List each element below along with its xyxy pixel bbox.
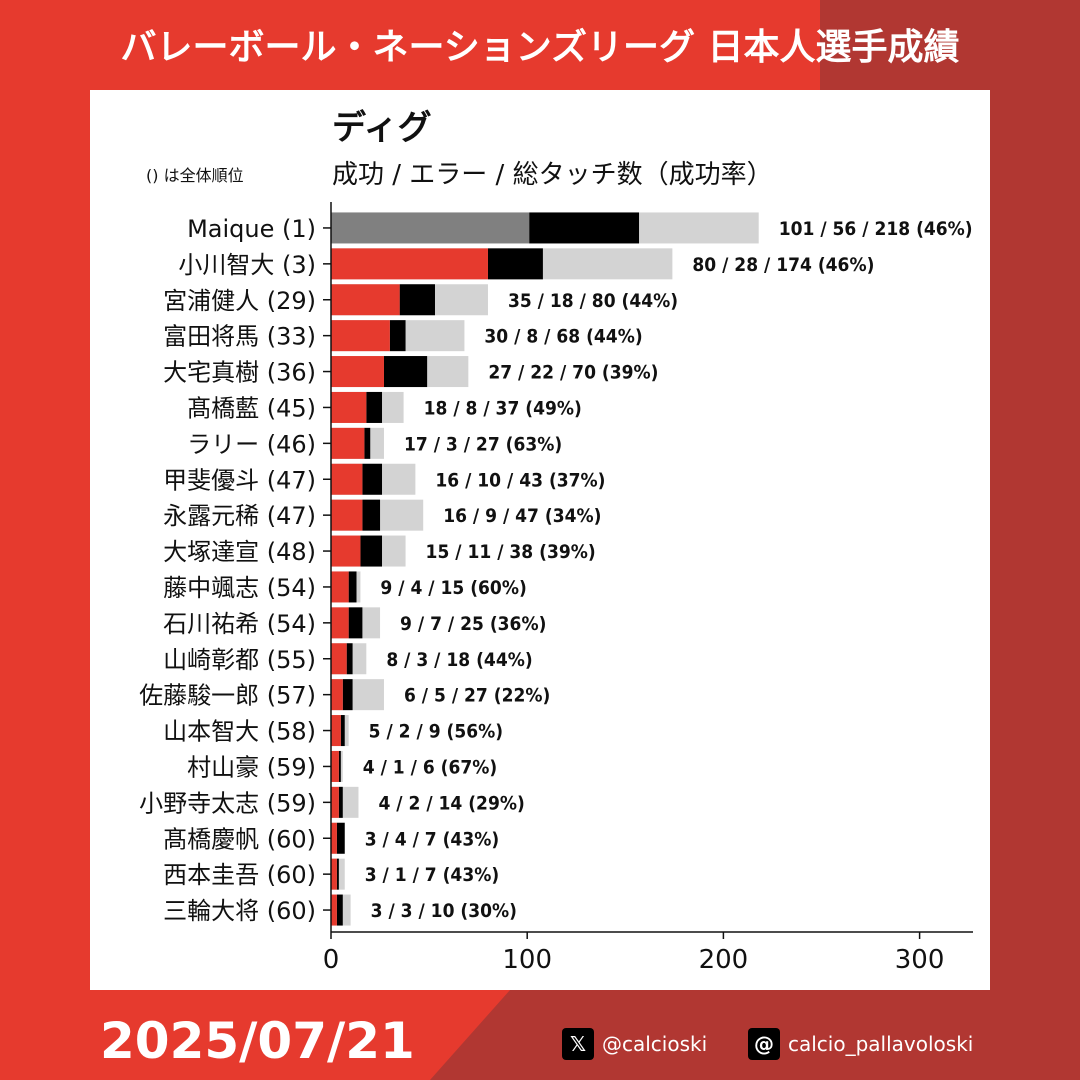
bar-error xyxy=(364,427,371,459)
bar-error xyxy=(336,822,345,854)
category-label: 富田将馬 (33) xyxy=(163,323,316,351)
category-label: 髙橋藍 (45) xyxy=(187,394,316,422)
bar-chart: Maique (1) 101 / 56 / 218 (46%) 小川智大 (3) 80… xyxy=(139,202,973,975)
bar-success xyxy=(331,894,337,926)
category-label: 小川智大 (3) xyxy=(178,251,316,279)
data-label: 30 / 8 / 68 (44%) xyxy=(484,326,642,348)
threads-handle: calcio_pallavoloski xyxy=(788,1032,974,1056)
date-label: 2025/07/21 xyxy=(100,1012,415,1070)
data-label: 80 / 28 / 174 (46%) xyxy=(692,254,874,276)
data-label: 6 / 5 / 27 (22%) xyxy=(404,685,550,707)
bar-error xyxy=(336,858,339,890)
bar-error xyxy=(342,679,353,711)
bar-error xyxy=(389,320,406,352)
x-logo-icon: 𝕏 xyxy=(562,1028,594,1060)
x-tick-label: 0 xyxy=(323,945,340,975)
threads-account[interactable]: @ calcio_pallavoloski xyxy=(748,1027,973,1061)
category-label: 大塚達宣 (48) xyxy=(163,538,316,566)
bar-success xyxy=(331,248,488,280)
category-label: 石川祐希 (54) xyxy=(163,610,316,638)
page-title: バレーボール・ネーションズリーグ 日本人選手成績 xyxy=(120,27,960,68)
category-label: 山本智大 (58) xyxy=(163,718,316,746)
category-label: 宮浦健人 (29) xyxy=(163,287,316,315)
chart-subtitle: 成功 / エラー / 総タッチ数（成功率） xyxy=(332,160,773,190)
bar-error xyxy=(383,356,428,388)
bar-success xyxy=(331,822,337,854)
bar-error xyxy=(529,212,640,244)
bar-error xyxy=(487,248,543,280)
data-label: 3 / 3 / 10 (30%) xyxy=(371,900,517,922)
category-label: 西本圭吾 (60) xyxy=(163,861,316,889)
bar-success xyxy=(331,679,343,711)
x-tick-label: 100 xyxy=(502,945,552,975)
bar-error xyxy=(348,571,357,603)
data-label: 3 / 4 / 7 (43%) xyxy=(365,828,499,850)
bar-success xyxy=(331,427,365,459)
category-label: 藤中颯志 (54) xyxy=(163,574,316,602)
category-label: 甲斐優斗 (47) xyxy=(163,466,316,494)
data-label: 101 / 56 / 218 (46%) xyxy=(779,218,973,240)
data-label: 4 / 1 / 6 (67%) xyxy=(363,756,497,778)
bar-error xyxy=(362,499,381,531)
bar-success xyxy=(331,535,361,567)
bar-success xyxy=(331,356,384,388)
bar-error xyxy=(336,894,343,926)
x-tick-label: 300 xyxy=(895,945,945,975)
data-label: 35 / 18 / 80 (44%) xyxy=(508,290,678,312)
bar-success xyxy=(331,212,530,244)
category-label: 大宅真樹 (36) xyxy=(163,359,316,387)
bar-success xyxy=(331,786,339,818)
bar-success xyxy=(331,858,337,890)
data-label: 17 / 3 / 27 (63%) xyxy=(404,433,562,455)
bar-success xyxy=(331,499,363,531)
bar-success xyxy=(331,463,363,495)
category-label: 髙橋慶帆 (60) xyxy=(163,825,316,853)
x-handle: @calcioski xyxy=(602,1032,708,1056)
threads-logo-icon: @ xyxy=(748,1028,780,1060)
bar-success xyxy=(331,320,390,352)
bar-success xyxy=(331,391,367,423)
data-label: 4 / 2 / 14 (29%) xyxy=(378,792,524,814)
chart-title: ディグ xyxy=(332,108,432,148)
bar-success xyxy=(331,750,339,782)
data-label: 18 / 8 / 37 (49%) xyxy=(424,397,582,419)
category-label: 村山豪 (59) xyxy=(187,753,316,781)
rank-note: () は全体順位 xyxy=(146,166,244,185)
bar-error xyxy=(360,535,383,567)
category-label: 佐藤駿一郎 (57) xyxy=(139,682,316,710)
data-label: 15 / 11 / 38 (39%) xyxy=(426,541,596,563)
data-label: 3 / 1 / 7 (43%) xyxy=(365,864,499,886)
x-account[interactable]: 𝕏 @calcioski xyxy=(562,1027,707,1061)
x-tick-label: 200 xyxy=(699,945,749,975)
category-label: 山崎彰都 (55) xyxy=(163,646,316,674)
category-label: Maique (1) xyxy=(187,215,316,243)
data-label: 8 / 3 / 18 (44%) xyxy=(386,649,532,671)
category-label: 三輪大将 (60) xyxy=(163,897,316,925)
bar-error xyxy=(340,715,345,747)
data-label: 5 / 2 / 9 (56%) xyxy=(369,721,503,743)
category-label: 小野寺太志 (59) xyxy=(139,789,316,817)
bar-success xyxy=(331,284,400,316)
bar-success xyxy=(331,643,347,675)
bar-error xyxy=(338,750,341,782)
data-label: 27 / 22 / 70 (39%) xyxy=(488,362,658,384)
bar-success xyxy=(331,715,341,747)
category-label: ラリー (46) xyxy=(187,430,316,458)
data-label: 9 / 4 / 15 (60%) xyxy=(380,577,526,599)
category-label: 永露元稀 (47) xyxy=(163,502,316,530)
bar-success xyxy=(331,607,349,639)
data-label: 16 / 9 / 47 (34%) xyxy=(443,505,601,527)
bar-success xyxy=(331,571,349,603)
data-label: 9 / 7 / 25 (36%) xyxy=(400,613,546,635)
bar-error xyxy=(348,607,363,639)
bar-error xyxy=(366,391,383,423)
bar-error xyxy=(338,786,343,818)
bar-error xyxy=(346,643,353,675)
chart-panel: ディグ () は全体順位 成功 / エラー / 総タッチ数（成功率） Maiqu… xyxy=(90,90,990,990)
bar-error xyxy=(362,463,383,495)
data-label: 16 / 10 / 43 (37%) xyxy=(435,469,605,491)
bar-error xyxy=(399,284,435,316)
